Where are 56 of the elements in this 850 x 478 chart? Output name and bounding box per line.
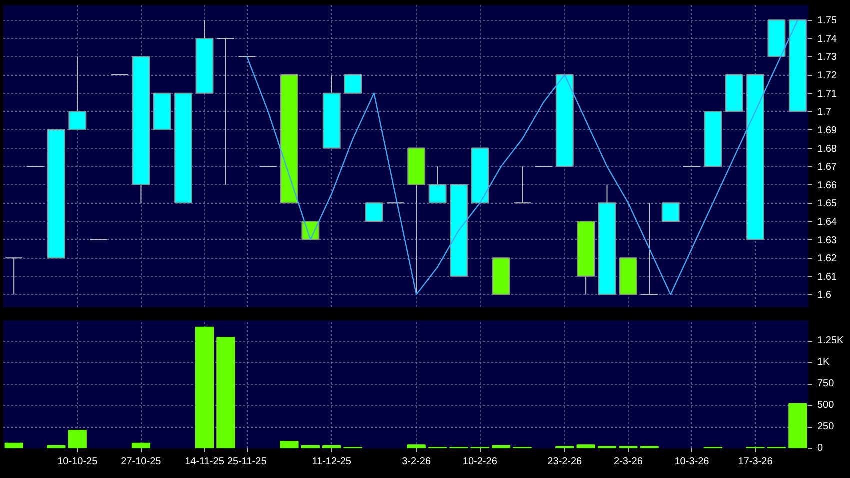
- category-label: 10-2-26: [462, 456, 498, 468]
- candlestick: [662, 202, 680, 222]
- y-tick-label: 250: [818, 422, 835, 433]
- candlestick: [428, 166, 447, 204]
- y-tick-label: 1.25K: [818, 336, 844, 347]
- candlestick: [5, 258, 24, 296]
- bar: [407, 444, 426, 448]
- bar: [68, 430, 87, 448]
- category-label: 14-11-25: [185, 456, 224, 468]
- y-tick-label: 1.62: [818, 254, 838, 265]
- y-tick-label: 1.6: [818, 290, 832, 302]
- category-label: 11-12-25: [312, 456, 352, 468]
- bar: [280, 441, 299, 448]
- y-tick-label: 1.65: [818, 198, 838, 210]
- bar: [322, 445, 342, 448]
- bar: [301, 445, 320, 448]
- y-tick-label: 1.61: [818, 272, 838, 283]
- y-tick-label: 1.73: [818, 52, 838, 64]
- candlestick: [640, 202, 659, 296]
- candlestick: [344, 74, 362, 94]
- bar: [132, 442, 150, 448]
- bar: [47, 445, 66, 448]
- category-label: 17-3-26: [738, 456, 773, 468]
- y-tick-label: 500: [818, 400, 835, 412]
- bar: [788, 403, 808, 448]
- y-tick-label: 1.66: [818, 180, 838, 192]
- y-tick-label: 750: [818, 378, 835, 390]
- candlestick: [365, 202, 384, 222]
- y-tick-label: 1.7: [818, 107, 832, 118]
- y-tick-label: 1.63: [818, 235, 838, 246]
- category-label: 10-3-26: [674, 456, 710, 468]
- candlestick: [216, 38, 235, 186]
- bar: [4, 442, 24, 448]
- bar: [216, 337, 236, 448]
- y-tick-label: 1.64: [818, 216, 838, 228]
- y-tick-label: 0: [818, 443, 824, 454]
- candlestick: [68, 56, 87, 130]
- y-tick-label: 1.67: [818, 162, 838, 174]
- line-series: [246, 20, 799, 296]
- category-label: 2-3-26: [614, 456, 643, 468]
- y-tick-label: 1K: [818, 357, 830, 368]
- category-label: 25-11-25: [227, 456, 267, 468]
- category-label: 23-2-26: [548, 456, 582, 468]
- y-tick-label: 1.69: [818, 125, 838, 136]
- category-label: 3-2-26: [402, 456, 432, 468]
- category-label: 10-10-25: [58, 456, 98, 468]
- y-tick-label: 1.68: [818, 144, 838, 155]
- bar: [576, 444, 596, 448]
- category-label: 27-10-25: [121, 456, 162, 468]
- y-tick-label: 1.72: [818, 70, 838, 82]
- bar: [492, 445, 511, 448]
- candlestick: [514, 166, 532, 204]
- y-tick-label: 1.71: [818, 88, 838, 100]
- bar: [195, 326, 214, 448]
- y-tick-label: 1.74: [818, 34, 838, 45]
- y-tick-label: 1.75: [818, 16, 838, 27]
